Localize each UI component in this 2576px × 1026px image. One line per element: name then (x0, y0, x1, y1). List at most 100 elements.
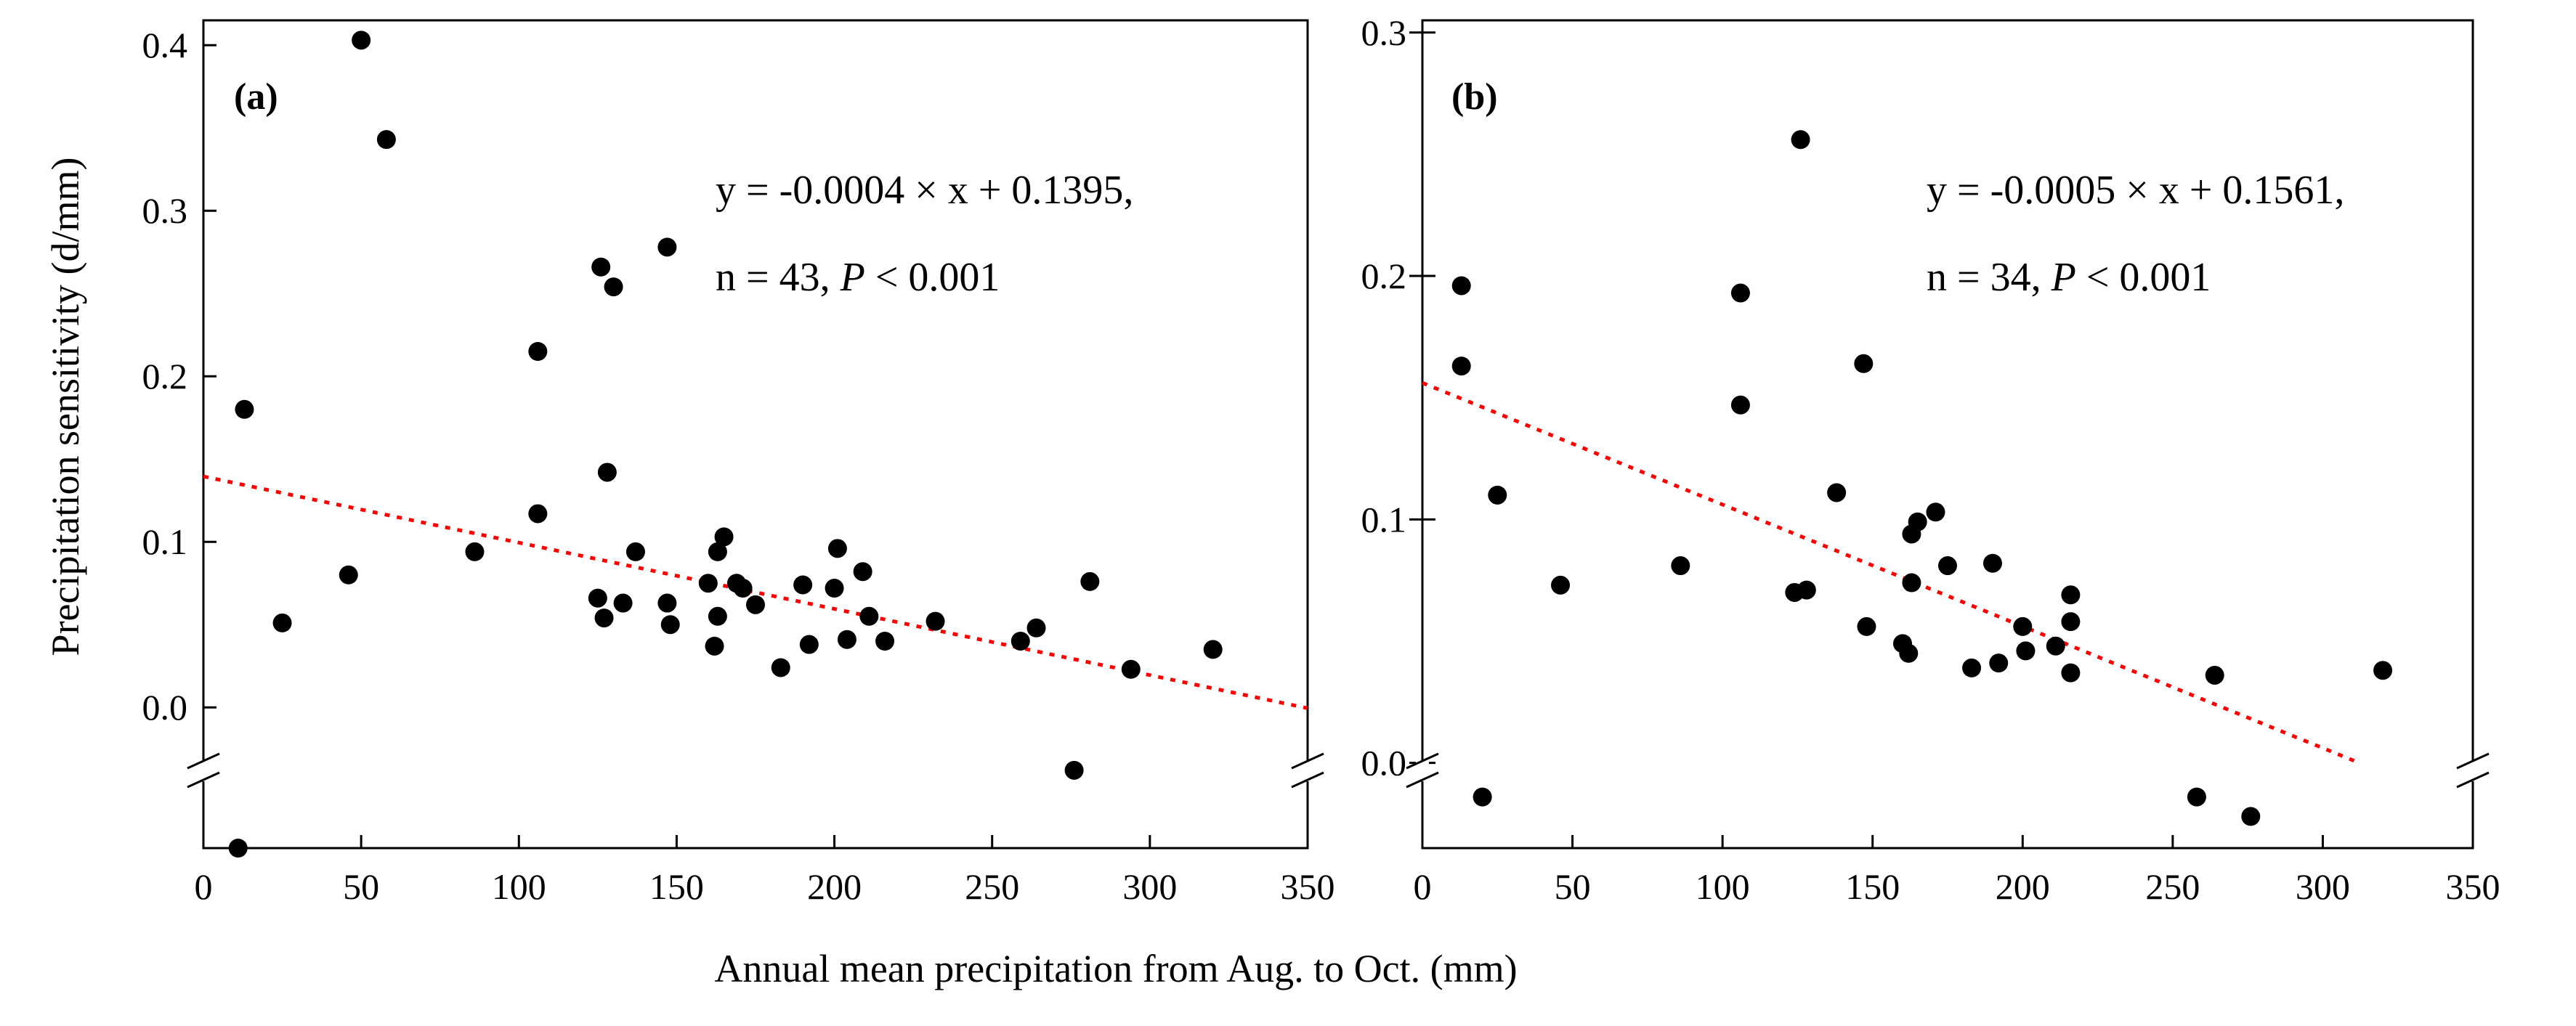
data-point (2061, 612, 2081, 632)
axis-break-mark (2456, 771, 2490, 789)
data-point (657, 237, 677, 257)
y-axis-title: Precipitation sensitivity (d/mm) (44, 158, 87, 656)
data-point (228, 839, 248, 858)
data-point (272, 613, 292, 632)
data-point (2205, 665, 2224, 685)
data-point (2061, 663, 2081, 683)
data-point (2241, 807, 2261, 826)
data-point (2373, 661, 2393, 680)
fit-line (1422, 380, 2360, 765)
data-point (1902, 573, 1921, 593)
data-point (875, 632, 895, 651)
x-tick-label: 300 (2296, 866, 2350, 907)
y-tick-label: 0.3 (1361, 12, 1407, 53)
data-point (1551, 575, 1571, 595)
x-tick-label: 100 (492, 866, 546, 907)
data-point (825, 579, 844, 598)
stats-p: P (840, 255, 865, 300)
x-tick-label: 150 (649, 866, 704, 907)
data-point (604, 277, 623, 297)
data-point (1730, 395, 1750, 415)
panel-b: 0 50 100 150 200 250 300 350 0.0 0.1 0.2 0.3 (b) y = … (1361, 12, 2500, 907)
panel-a: 0 50 100 150 200 250 300 350 0.0 0.1 0.2 0.3 0.4 (a) y… (142, 19, 1335, 907)
y-tick-label: 0.1 (1361, 499, 1407, 540)
data-point (1857, 616, 1876, 636)
data-point (1791, 130, 1810, 150)
panel-label: (b) (1451, 76, 1498, 118)
y-tick-label: 0.0 (142, 687, 188, 728)
axis-break-mark (187, 771, 220, 789)
data-point (588, 588, 607, 608)
axis-break-mark (2456, 752, 2490, 770)
data-point (853, 562, 872, 582)
y-tick-label: 0.1 (142, 521, 188, 562)
x-tick-label: 300 (1122, 866, 1177, 907)
y-tick-label: 0.3 (142, 190, 188, 231)
data-point (1854, 354, 1874, 373)
data-point (591, 257, 611, 277)
data-point (1451, 276, 1471, 296)
data-point (1797, 580, 1816, 600)
data-point (799, 635, 819, 654)
y-tick-label: 0.2 (1361, 256, 1407, 296)
x-tick-label: 0 (1414, 866, 1432, 907)
data-point (837, 630, 856, 649)
stats-threshold: < 0.001 (2076, 255, 2211, 300)
data-point (926, 611, 945, 631)
data-point (2187, 787, 2206, 807)
data-point (708, 542, 727, 561)
fit-stats: n = 43, P < 0.001 (716, 255, 1000, 300)
x-tick-label: 150 (1845, 866, 1900, 907)
data-point (465, 542, 485, 561)
fit-stats: n = 34, P < 0.001 (1927, 255, 2211, 300)
data-point (2016, 641, 2036, 661)
axis-break-mark (187, 752, 220, 770)
data-point (625, 542, 645, 561)
axis-break-mark (1406, 752, 1439, 770)
data-point (613, 593, 633, 613)
axis-break-mark (1406, 771, 1439, 789)
data-point (1488, 485, 1507, 505)
plot-frame (1421, 19, 2474, 850)
x-axis-title: Annual mean precipitation from Aug. to O… (714, 947, 1517, 990)
x-tick-label: 250 (965, 866, 1019, 907)
data-point (1899, 643, 1919, 663)
data-point (1962, 658, 1982, 677)
data-point (1989, 654, 2009, 673)
data-point (1938, 556, 1957, 576)
data-point (1010, 632, 1030, 651)
stats-p: P (2051, 255, 2076, 300)
data-point (1926, 502, 1945, 522)
data-point (660, 615, 680, 635)
data-point (376, 130, 396, 150)
data-point (698, 574, 718, 593)
y-tick-label: 0.2 (142, 356, 188, 396)
data-point (705, 636, 724, 656)
x-tick-label: 200 (807, 866, 862, 907)
y-tick-label: 0.0 (1361, 743, 1407, 783)
data-point (708, 606, 727, 626)
x-tick-label: 50 (343, 866, 379, 907)
stats-n: n = 34, (1927, 255, 2052, 300)
axis-break-mark (1291, 752, 1324, 770)
data-point (1121, 659, 1141, 679)
x-tick-label: 350 (2446, 866, 2500, 907)
data-point (746, 595, 765, 614)
data-point (1982, 553, 2002, 573)
data-point (1730, 283, 1750, 303)
data-point (1026, 618, 1046, 638)
stats-threshold: < 0.001 (865, 255, 1000, 300)
fit-equation: y = -0.0005 × x + 0.1561, (1927, 168, 2344, 213)
data-point (528, 342, 548, 361)
data-point (657, 593, 677, 613)
data-point (1064, 760, 1084, 780)
data-point (1671, 556, 1690, 576)
x-tick-label: 200 (1996, 866, 2050, 907)
data-point (1827, 483, 1847, 502)
y-tick-label: 0.4 (142, 25, 188, 65)
data-point (771, 658, 790, 677)
data-point (352, 30, 371, 50)
x-tick-label: 350 (1281, 866, 1335, 907)
data-point (793, 575, 813, 595)
x-tick-label: 50 (1555, 866, 1591, 907)
